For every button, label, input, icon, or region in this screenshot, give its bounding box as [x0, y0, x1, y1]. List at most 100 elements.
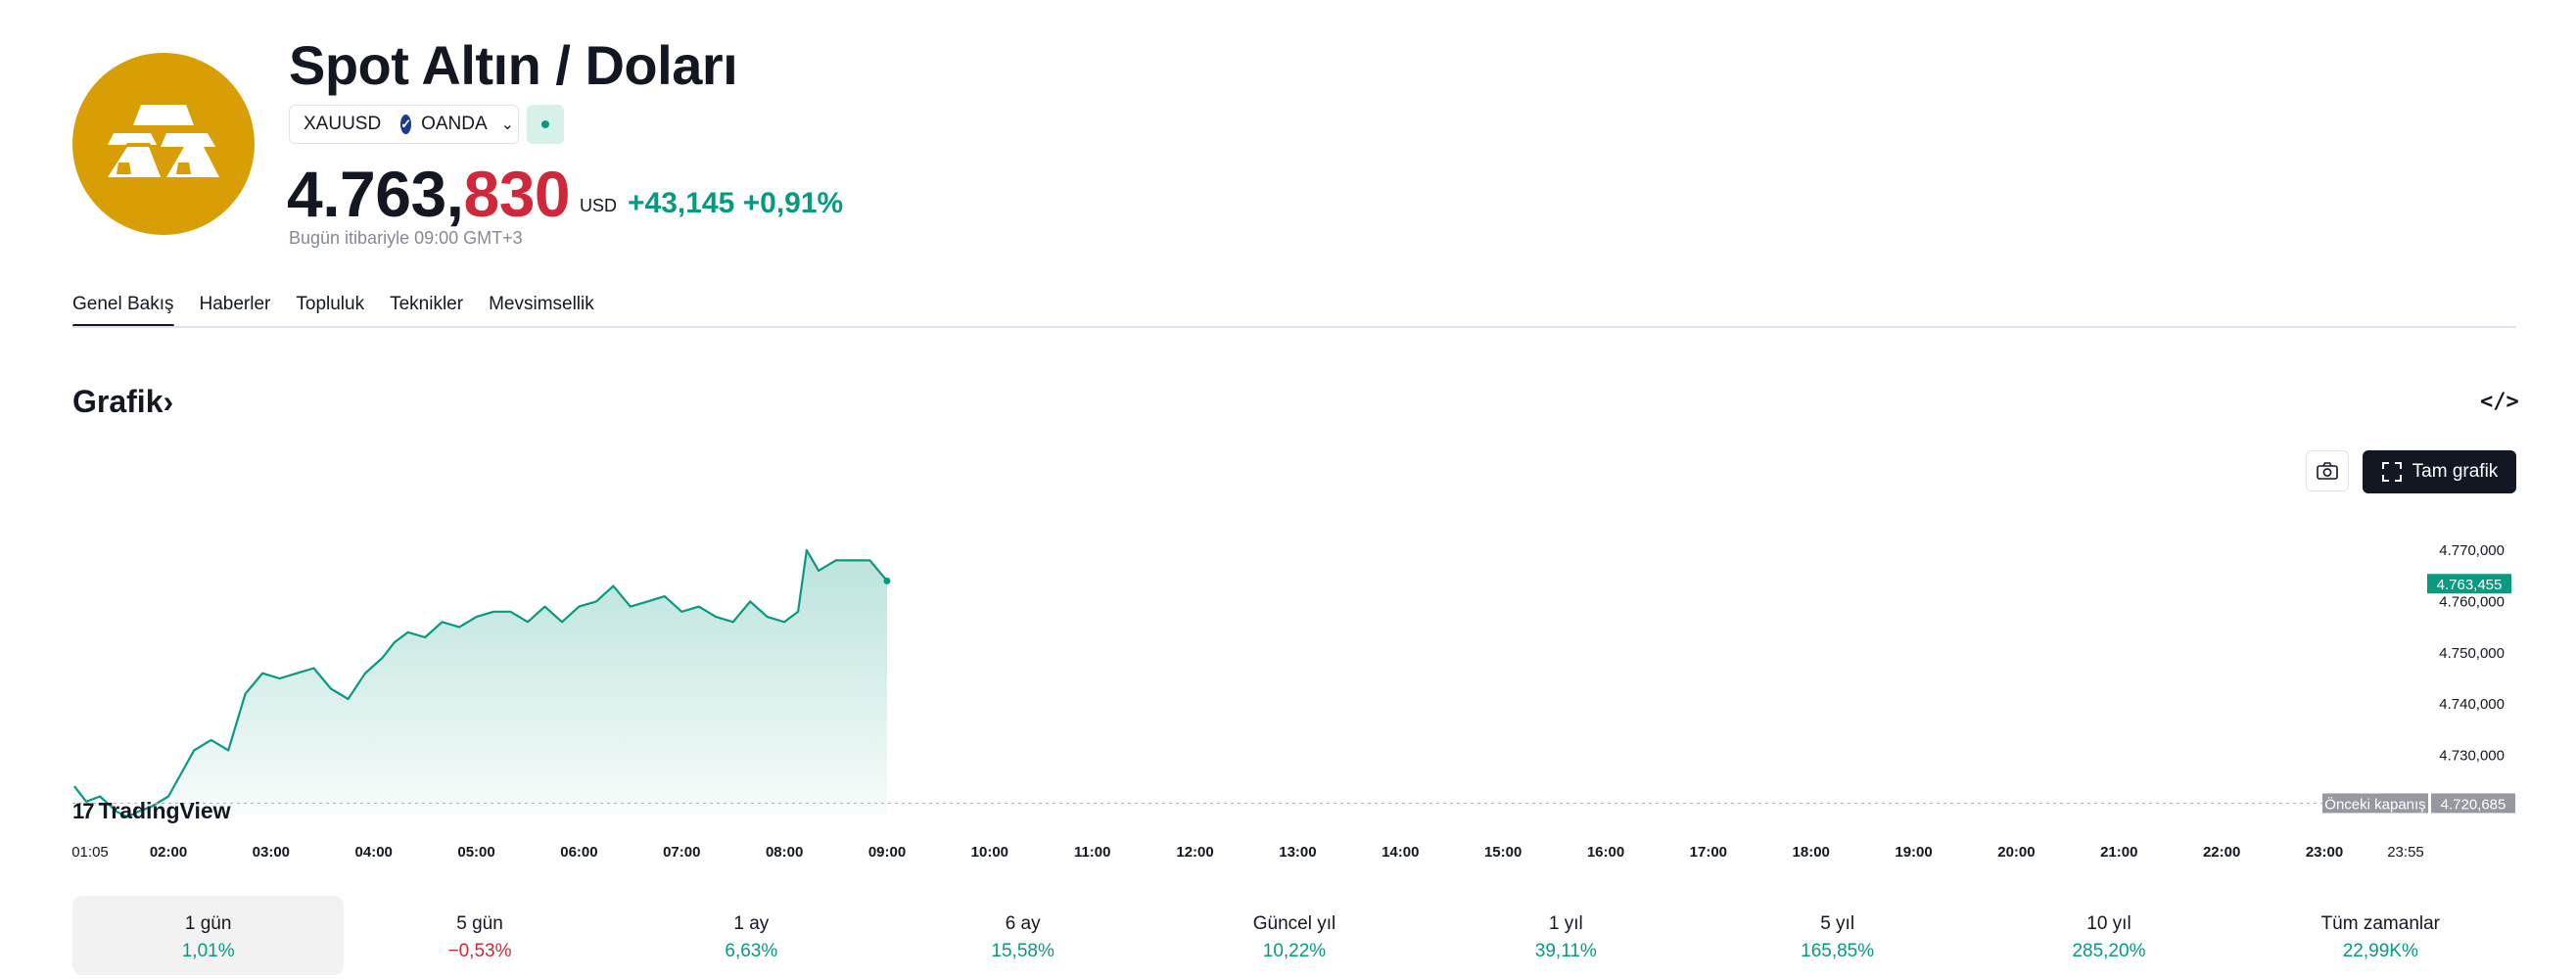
period-label: 5 yıl	[1820, 913, 1855, 934]
period-1y[interactable]: 1 yıl 39,11%	[1430, 896, 1702, 975]
tab-bar: Genel Bakış Haberler Topluluk Teknikler …	[72, 294, 594, 328]
last-price: 4.763,830	[287, 157, 571, 231]
symbol-selector[interactable]: XAUUSD ✓ OANDA ⌄	[289, 105, 519, 144]
tab-divider	[72, 326, 2516, 328]
data-point	[883, 577, 891, 584]
period-label: 5 gün	[456, 913, 503, 934]
x-tick-label: 12:00	[1176, 844, 1213, 861]
market-status-badge[interactable]	[527, 105, 564, 144]
full-chart-label: Tam grafik	[2412, 461, 2499, 482]
code-icon[interactable]: </>	[2480, 390, 2519, 414]
tab-seasonals[interactable]: Mevsimsellik	[489, 294, 594, 314]
price-change: +43,145 +0,91%	[628, 187, 844, 219]
tradingview-logo[interactable]: 17 TradingView	[72, 798, 231, 824]
period-1d[interactable]: 1 gün 1,01%	[72, 896, 345, 975]
page-title: Spot Altın / Doları	[289, 34, 738, 96]
tab-technicals[interactable]: Teknikler	[390, 294, 464, 314]
x-tick-label: 23:55	[2387, 844, 2424, 861]
current-price-badge: 4.763,455	[2437, 577, 2503, 593]
period-value: 22,99K%	[2342, 941, 2418, 961]
x-tick-label: 09:00	[868, 844, 906, 861]
chevron-right-icon: ›	[163, 384, 174, 419]
gold-bars-icon	[72, 53, 255, 235]
x-tick-label: 21:00	[2100, 844, 2137, 861]
y-tick-label: 4.750,000	[2439, 645, 2505, 662]
tradingview-mark-icon: 17	[72, 798, 95, 823]
tab-news[interactable]: Haberler	[199, 294, 271, 314]
x-tick-label: 02:00	[150, 844, 187, 861]
camera-icon	[2317, 462, 2338, 480]
period-1m[interactable]: 1 ay 6,63%	[616, 896, 887, 975]
x-tick-label: 22:00	[2203, 844, 2240, 861]
price-integer: 4.763,	[287, 158, 464, 230]
x-tick-label: 13:00	[1279, 844, 1316, 861]
period-label: 1 yıl	[1548, 913, 1583, 934]
price-timestamp: Bugün itibariyle 09:00 GMT+3	[289, 228, 523, 248]
x-tick-label: 14:00	[1382, 844, 1419, 861]
x-tick-label: 06:00	[560, 844, 597, 861]
period-value: 285,20%	[2072, 941, 2146, 961]
tradingview-wordmark: TradingView	[98, 798, 231, 823]
price-decimals: 830	[463, 158, 571, 230]
chart-section-link[interactable]: Grafik›	[72, 384, 173, 420]
x-tick-label: 05:00	[457, 844, 494, 861]
period-label: Güncel yıl	[1252, 913, 1336, 934]
period-5d[interactable]: 5 gün −0,53%	[344, 896, 615, 975]
current-price-badge-bg	[2427, 574, 2511, 594]
period-label: 1 ay	[733, 913, 770, 934]
period-value: 6,63%	[725, 941, 778, 961]
previous-close-value-bg	[2431, 793, 2515, 814]
x-tick-label: 16:00	[1587, 844, 1624, 861]
previous-close-label-bg	[2322, 793, 2428, 814]
period-value: −0,53%	[447, 941, 512, 961]
x-tick-label: 07:00	[663, 844, 700, 861]
x-tick-label: 11:00	[1074, 844, 1111, 861]
y-tick-label: 4.740,000	[2439, 696, 2505, 713]
previous-close-value: 4.720,685	[2441, 796, 2506, 813]
period-label: 6 ay	[1005, 913, 1041, 934]
x-tick-label: 04:00	[355, 844, 393, 861]
x-tick-label: 10:00	[971, 844, 1008, 861]
period-value: 15,58%	[991, 941, 1054, 961]
period-ytd[interactable]: Güncel yıl 10,22%	[1158, 896, 1429, 975]
period-value: 10,22%	[1262, 941, 1327, 961]
chevron-down-icon: ⌄	[500, 117, 515, 133]
fullscreen-icon	[2381, 462, 2402, 482]
y-tick-label: 4.770,000	[2439, 542, 2505, 559]
full-chart-button[interactable]: Tam grafik	[2363, 450, 2516, 493]
period-5y[interactable]: 5 yıl 165,85%	[1702, 896, 1973, 975]
y-tick-label: 4.760,000	[2439, 593, 2505, 610]
x-tick-label: 23:00	[2306, 844, 2343, 861]
price-currency: USD	[580, 196, 618, 215]
tab-community[interactable]: Topluluk	[296, 294, 365, 314]
symbol-ticker: XAUUSD	[304, 114, 382, 134]
period-label: 10 yıl	[2086, 913, 2131, 934]
x-tick-label: 18:00	[1793, 844, 1830, 861]
period-value: 39,11%	[1534, 941, 1597, 961]
x-tick-label: 01:05	[71, 844, 109, 861]
price-line	[73, 548, 888, 818]
tab-overview[interactable]: Genel Bakış	[72, 294, 174, 328]
x-tick-label: 17:00	[1690, 844, 1727, 861]
period-6m[interactable]: 6 ay 15,58%	[887, 896, 1158, 975]
x-tick-label: 15:00	[1484, 844, 1522, 861]
x-tick-label: 08:00	[766, 844, 803, 861]
period-10y[interactable]: 10 yıl 285,20%	[1973, 896, 2244, 975]
price-area	[73, 549, 887, 817]
market-open-dot-icon	[541, 120, 549, 128]
x-tick-label: 19:00	[1895, 844, 1932, 861]
verified-exchange-icon: ✓	[400, 115, 412, 134]
period-all[interactable]: Tüm zamanlar 22,99K%	[2245, 896, 2516, 975]
period-value: 165,85%	[1801, 941, 1875, 961]
previous-close-label: Önceki kapanış	[2324, 795, 2425, 813]
exchange-name: OANDA	[421, 114, 488, 134]
period-value: 1,01%	[181, 941, 235, 961]
performance-periods: 1 gün 1,01% 5 gün −0,53% 1 ay 6,63% 6 ay 15,…	[72, 896, 2516, 975]
snapshot-button[interactable]	[2306, 450, 2349, 491]
period-label: 1 gün	[184, 913, 232, 934]
y-tick-label: 4.730,000	[2439, 748, 2505, 765]
chart-section-title: Grafik	[72, 384, 164, 419]
x-tick-label: 20:00	[1997, 844, 2035, 861]
period-label: Tüm zamanlar	[2320, 913, 2440, 934]
